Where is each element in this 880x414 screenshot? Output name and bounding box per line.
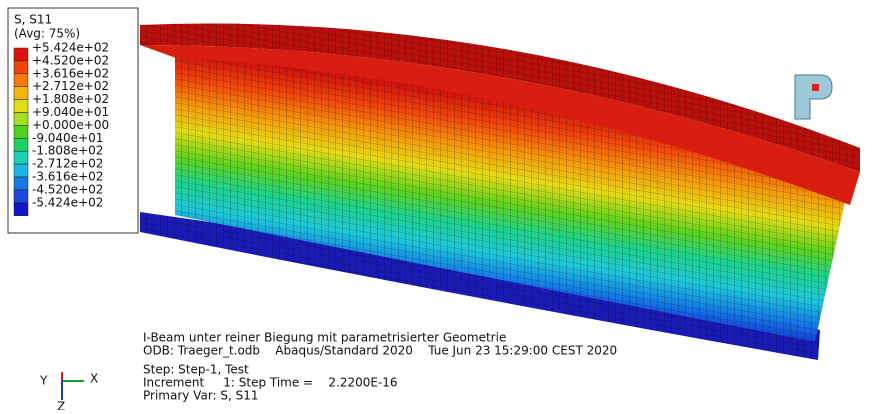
legend-label: -5.424e+02 (32, 195, 103, 209)
legend-label: -1.808e+02 (32, 144, 103, 158)
legend-label: +5.424e+02 (32, 41, 109, 55)
legend-label: +1.808e+02 (32, 92, 109, 106)
legend-label: +9.040e+01 (32, 105, 109, 119)
legend-label: -4.520e+02 (32, 182, 103, 196)
legend-label: -9.040e+01 (32, 131, 103, 145)
legend: +5.424e+02+4.520e+02+3.616e+02+2.712e+02… (13, 41, 109, 216)
legend-swatch (13, 163, 29, 178)
triad-x: X (90, 372, 98, 386)
legend-swatch (13, 47, 29, 62)
info-primary-var: Primary Var: S, S11 (143, 389, 259, 403)
legend-label: -2.712e+02 (32, 157, 103, 171)
view-cube (794, 74, 833, 120)
legend-swatch (13, 138, 29, 152)
legend-label: +0.000e+00 (32, 118, 109, 132)
legend-swatch (13, 112, 29, 126)
legend-swatch (13, 150, 29, 165)
legend-swatch (13, 60, 29, 75)
legend-label: +2.712e+02 (32, 79, 109, 93)
legend-swatch (13, 86, 29, 100)
legend-swatch (13, 189, 29, 204)
triad-y: Y (39, 374, 48, 388)
legend-box (7, 7, 139, 234)
legend-swatch (13, 176, 29, 191)
legend-swatch (13, 99, 29, 113)
legend-title: S, S11 (14, 13, 52, 27)
legend-swatch (13, 73, 29, 87)
legend-subtitle: (Avg: 75%) (14, 27, 80, 41)
info-step: Step: Step-1, Test (143, 363, 249, 377)
info-increment: Increment 1: Step Time = 2.2200E-16 (143, 376, 398, 390)
beam (140, 23, 860, 360)
legend-label: +3.616e+02 (32, 66, 109, 80)
legend-label: -3.616e+02 (32, 170, 103, 184)
triad: Y X Z (39, 372, 98, 414)
info-odb: ODB: Traeger_t.odb Abaqus/Standard 2020 … (143, 344, 617, 358)
info-title: I-Beam unter reiner Biegung mit parametr… (143, 331, 506, 345)
legend-label: +4.520e+02 (32, 53, 109, 67)
legend-swatch (13, 125, 29, 139)
legend-swatch (13, 202, 29, 216)
triad-z: Z (57, 400, 65, 411)
